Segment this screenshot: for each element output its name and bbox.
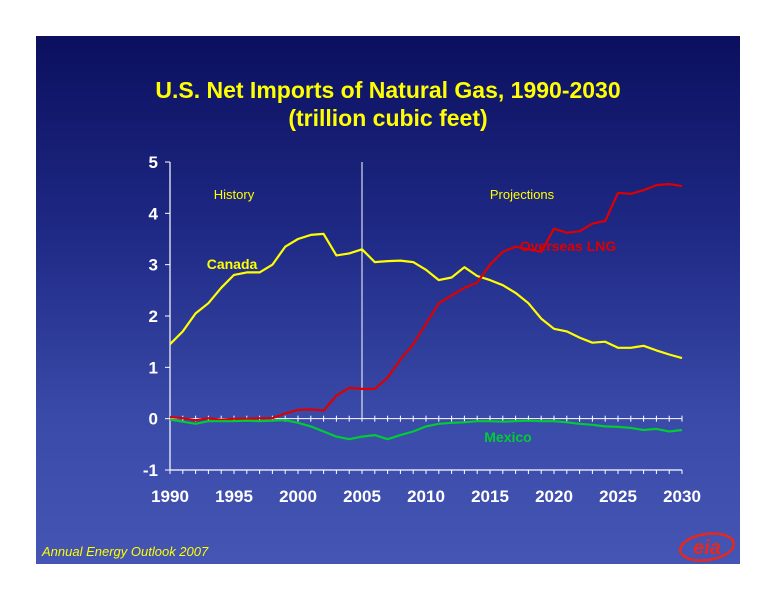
y-tick-label: 3 (149, 256, 158, 275)
eia-logo-icon: eia (678, 532, 736, 562)
series-label-mexico: Mexico (484, 429, 531, 445)
x-tick-label: 2020 (535, 487, 573, 506)
series-label-overseas-lng: Overseas LNG (520, 238, 617, 254)
slide-background: U.S. Net Imports of Natural Gas, 1990-20… (36, 36, 740, 564)
title-line-1: U.S. Net Imports of Natural Gas, 1990-20… (155, 77, 621, 103)
projections-label: Projections (490, 187, 555, 202)
x-tick-label: 2015 (471, 487, 509, 506)
title-line-2: (trillion cubic feet) (288, 105, 488, 131)
series-line-overseas-lng (169, 183, 683, 422)
series-line-canada (169, 232, 683, 360)
x-tick-label: 1990 (151, 487, 189, 506)
y-tick-label: -1 (143, 461, 158, 480)
series-line-mexico (169, 418, 683, 441)
y-tick-label: 0 (149, 410, 158, 429)
x-tick-label: 2000 (279, 487, 317, 506)
y-tick-label: 4 (149, 204, 159, 223)
chart-title: U.S. Net Imports of Natural Gas, 1990-20… (36, 76, 740, 132)
x-tick-label: 2005 (343, 487, 381, 506)
footer-label: Annual Energy Outlook 2007 (42, 544, 209, 559)
history-label: History (214, 187, 255, 202)
chart-plot: -1 0 1 2 3 4 5 1990 1995 2000 2005 2010 2015 2020 2025… (143, 153, 701, 506)
x-tick-label: 2010 (407, 487, 445, 506)
y-tick-label: 5 (149, 153, 158, 172)
x-tick-label: 1995 (215, 487, 253, 506)
series-label-canada: Canada (207, 256, 258, 272)
y-tick-label: 1 (149, 358, 158, 377)
y-tick-label: 2 (149, 307, 158, 326)
x-tick-label: 2030 (663, 487, 701, 506)
x-tick-label: 2025 (599, 487, 637, 506)
eia-logo-text: eia (693, 537, 721, 559)
